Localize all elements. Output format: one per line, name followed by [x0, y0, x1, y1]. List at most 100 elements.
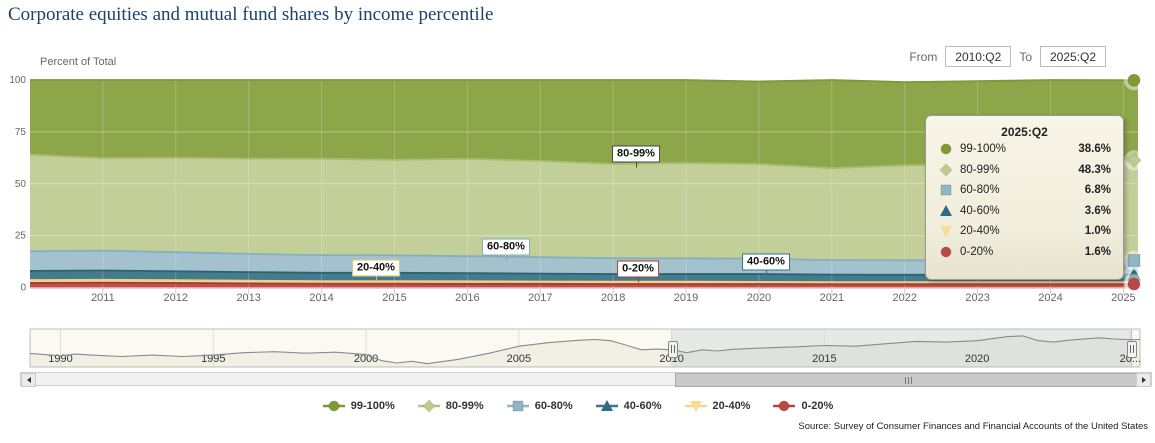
x-axis-label: 2018: [601, 292, 625, 304]
series-label-60-80%: 60-80%: [482, 238, 530, 261]
y-axis-label: 100: [9, 75, 26, 86]
legend-item-60-80%[interactable]: 60-80%: [506, 399, 573, 413]
page-title: Corporate equities and mutual fund share…: [8, 4, 494, 25]
navigator-selected-range[interactable]: [671, 328, 1132, 368]
navigator-axis-label: 2000: [354, 353, 378, 365]
to-input[interactable]: [1040, 46, 1106, 67]
navigator-line: [29, 335, 1141, 365]
tooltip-row: 99-100% 38.6%: [926, 139, 1123, 160]
main-chart[interactable]: 2011 2012 2013 2014 2015 2016 2017 2018 2019 2020…: [0, 0, 1155, 310]
area-band-80-99%[interactable]: [30, 154, 1138, 261]
end-marker-40-60%: [1127, 267, 1141, 281]
tooltip-series-value: 6.8%: [1084, 184, 1111, 197]
tooltip: 2025:Q2 99-100% 38.6% 80-99% 48.3% 60-80% 6.8…: [925, 115, 1124, 280]
circle-marker-icon: [940, 143, 952, 155]
x-axis-label: 2020: [747, 292, 771, 304]
tooltip-series-name: 0-20%: [960, 245, 994, 258]
end-marker-0-20%: [1127, 277, 1141, 291]
navigator-axis-label: 2005: [507, 353, 531, 365]
series-label-pointer: [635, 161, 637, 168]
legend-item-20-40%[interactable]: 20-40%: [684, 399, 751, 413]
legend-marker: [689, 401, 702, 412]
navigator-axis-label: 2020: [965, 353, 989, 365]
tooltip-series-value: 3.6%: [1084, 204, 1111, 217]
triangle-down-marker-icon: [940, 226, 952, 238]
tooltip-header: 2025:Q2: [1001, 125, 1048, 139]
x-axis-label: 2012: [164, 292, 188, 304]
legend-marker: [512, 400, 524, 412]
triangle-marker-icon: [940, 204, 952, 216]
date-range-controls: From To: [909, 46, 1106, 67]
y-axis-label: 25: [15, 231, 27, 242]
legend-label: 0-20%: [801, 400, 834, 412]
circle-marker: [940, 246, 952, 258]
tooltip-series-value: 48.3%: [1078, 163, 1111, 176]
square-marker-icon: [940, 184, 952, 196]
circle-legend-icon: [773, 400, 796, 412]
tooltip-row: 80-99% 48.3%: [926, 160, 1123, 181]
tooltip-row: 20-40% 1.0%: [926, 221, 1123, 242]
navigator-right-handle[interactable]: [1127, 341, 1138, 358]
navigator-left-handle[interactable]: [667, 341, 678, 358]
from-label: From: [909, 49, 938, 64]
x-axis-label: 2013: [236, 292, 260, 304]
x-axis-label: 2015: [382, 292, 406, 304]
diamond-marker: [939, 163, 953, 177]
scrollbar-left-button[interactable]: [21, 373, 36, 387]
x-axis-label: 2011: [91, 292, 115, 304]
x-axis-label: 2021: [820, 292, 844, 304]
navigator-background: [29, 328, 1141, 368]
legend-label: 20-40%: [712, 400, 751, 412]
legend-item-40-60%[interactable]: 40-60%: [595, 399, 662, 413]
y-axis-label: 75: [15, 127, 27, 138]
legend-marker: [422, 399, 436, 413]
circle-marker-icon: [940, 246, 952, 258]
left-arrow-icon: [26, 377, 31, 383]
end-marker-60-80%: [1127, 254, 1141, 268]
legend-label: 60-80%: [534, 400, 573, 412]
area-band-60-80%[interactable]: [30, 250, 1138, 275]
series-label-pointer: [765, 269, 767, 276]
navigator-axis-label: 2015: [812, 353, 836, 365]
series-label-40-60%: 40-60%: [742, 253, 790, 276]
scrollbar-right-button[interactable]: [1136, 373, 1151, 387]
legend-label: 99-100%: [350, 400, 395, 412]
triangle-down-marker: [940, 226, 952, 238]
triangle-down-legend-icon: [684, 401, 707, 412]
series-label-pointer: [505, 254, 507, 261]
scrollbar-track[interactable]: [20, 372, 1152, 387]
x-axis-label: 2014: [309, 292, 333, 304]
x-axis-label: 2017: [528, 292, 552, 304]
square-marker: [940, 184, 952, 196]
diamond-marker-icon: [939, 163, 953, 177]
series-label-pointer: [637, 276, 639, 283]
navigator-axis-label: 1995: [201, 353, 225, 365]
series-line-0-20%: [29, 281, 1138, 286]
legend-item-99-100%[interactable]: 99-100%: [322, 399, 395, 413]
end-marker-99-100%: [1127, 73, 1141, 87]
scrollbar-thumb[interactable]: [675, 373, 1142, 387]
tooltip-series-name: 80-99%: [960, 163, 1000, 176]
series-line-20-40%: [29, 278, 1138, 283]
tooltip-row: 40-60% 3.6%: [926, 201, 1123, 222]
legend-marker: [778, 400, 790, 412]
x-axis-label: 2019: [674, 292, 698, 304]
tooltip-series-value: 38.6%: [1078, 143, 1111, 156]
source-note: Source: Survey of Consumer Finances and …: [798, 421, 1148, 432]
tooltip-series-name: 60-80%: [960, 184, 1000, 197]
legend-marker: [328, 400, 340, 412]
x-axis-label: 2024: [1038, 292, 1062, 304]
tooltip-row: 0-20% 1.6%: [926, 242, 1123, 263]
y-axis-title: Percent of Total: [40, 56, 117, 68]
right-arrow-icon: [1141, 377, 1146, 383]
y-axis-label: 50: [15, 179, 27, 190]
legend-item-80-99%[interactable]: 80-99%: [417, 399, 484, 413]
x-axis-label: 2025: [1111, 292, 1135, 304]
legend-item-0-20%[interactable]: 0-20%: [772, 399, 833, 413]
area-band-99-100%[interactable]: [30, 80, 1138, 169]
from-input[interactable]: [945, 46, 1012, 67]
tooltip-series-value: 1.6%: [1084, 245, 1111, 258]
series-line-99-100%: [30, 79, 1138, 84]
triangle-marker: [940, 204, 952, 216]
